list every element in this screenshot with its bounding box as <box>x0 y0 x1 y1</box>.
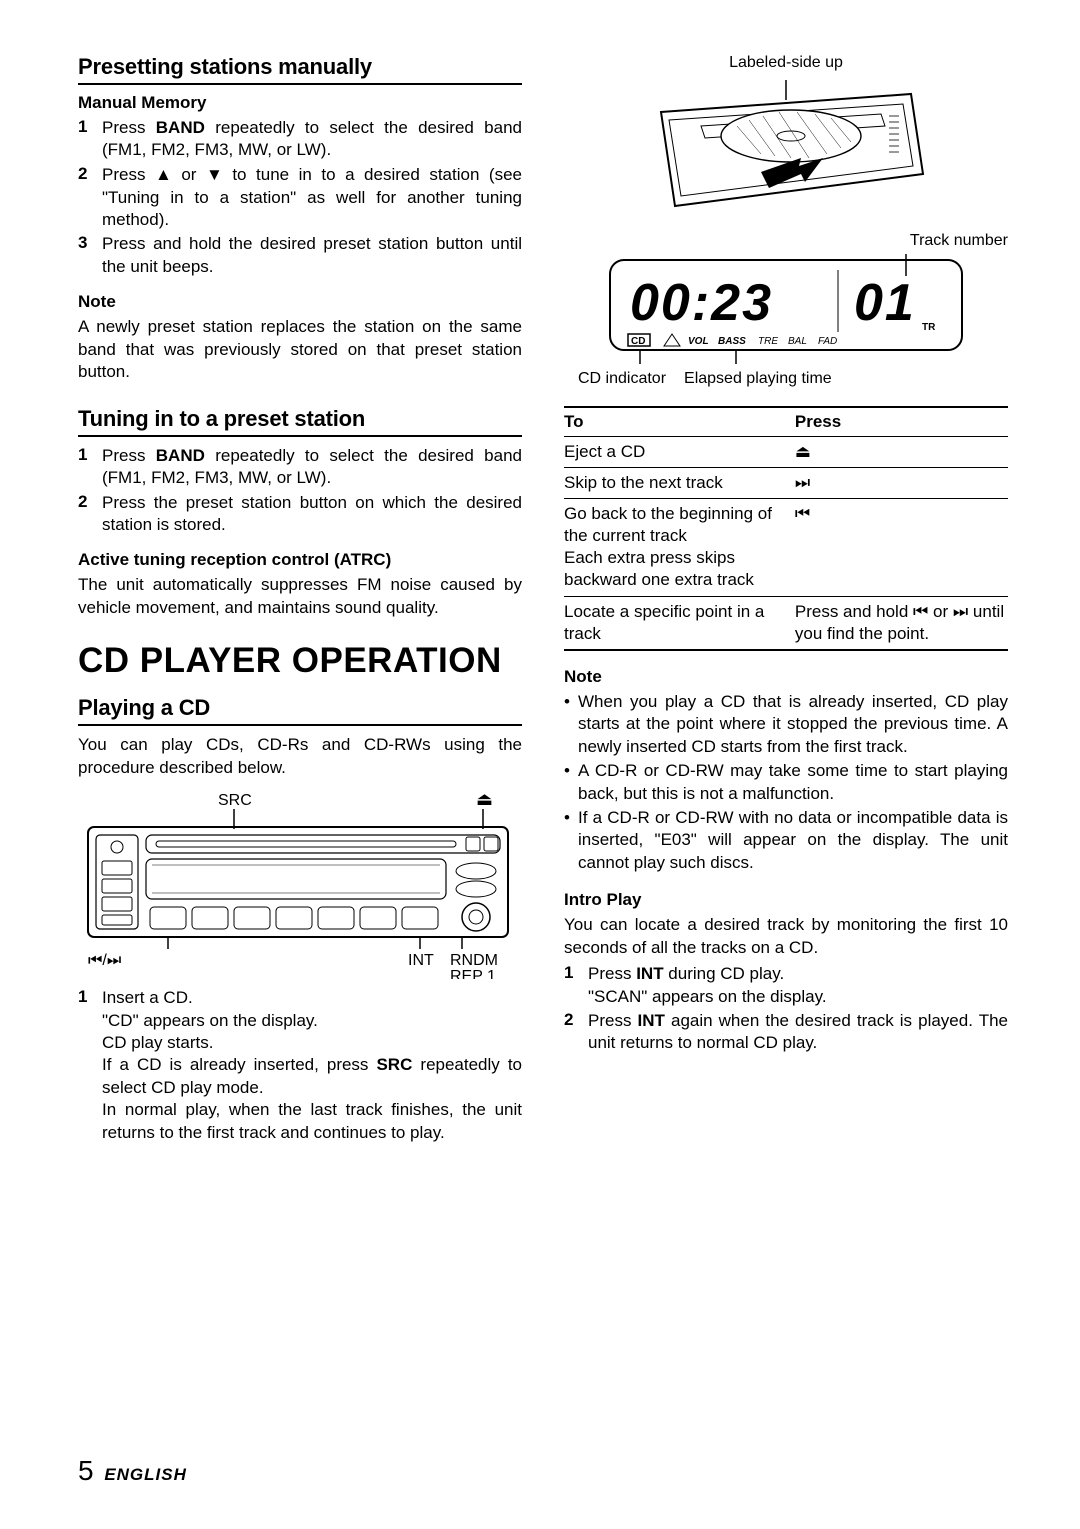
down-triangle-icon: ▼ <box>206 164 223 186</box>
row-skip: Skip to the next track <box>564 468 795 499</box>
th-press: Press <box>795 407 1008 437</box>
playing-intro: You can play CDs, CD-Rs and CD-RWs using… <box>78 734 522 779</box>
controls-table: To Press Eject a CD ⏏ Skip to the next t… <box>564 406 1008 651</box>
left-column: Presetting stations manually Manual Memo… <box>78 54 522 1158</box>
row-back: Go back to the beginning of the current … <box>564 499 795 596</box>
svg-text:CD: CD <box>631 336 645 347</box>
svg-text:TR: TR <box>922 322 936 333</box>
intro-play-steps: 1Press INT during CD play."SCAN" appears… <box>564 963 1008 1055</box>
intro-play-text: You can locate a desired track by monito… <box>564 914 1008 959</box>
eject-icon: ⏏ <box>476 789 493 809</box>
atrc-text: The unit automatically suppresses FM noi… <box>78 574 522 619</box>
row-locate: Locate a specific point in a track <box>564 596 795 650</box>
prev-icon: ⏮ <box>795 499 1008 596</box>
svg-text:FAD: FAD <box>818 336 837 347</box>
tuning-list: 1Press BAND repeatedly to select the des… <box>78 445 522 537</box>
labeled-side-up: Labeled-side up <box>564 54 1008 72</box>
atrc-label: Active tuning reception control (ATRC) <box>78 550 522 570</box>
manual-memory-label: Manual Memory <box>78 93 522 113</box>
lcd-display: 00:23 01 TR CD VOL BASS TRE BAL FAD <box>564 254 1008 364</box>
intro-play-label: Intro Play <box>564 890 1008 910</box>
manual-memory-list: 1Press BAND repeatedly to select the des… <box>78 117 522 278</box>
page-footer: 5 ENGLISH <box>78 1455 187 1487</box>
car-radio-diagram: SRC ⏏ <box>78 789 522 979</box>
prevnext-label: ⏮/⏭ <box>88 952 121 969</box>
src-label: SRC <box>218 792 252 809</box>
eject-icon: ⏏ <box>795 437 1008 468</box>
note-label-1: Note <box>78 292 522 312</box>
display-track: 01 <box>854 274 916 332</box>
next-icon: ⏭ <box>795 468 1008 499</box>
display-time: 00:23 <box>630 274 773 332</box>
elapsed-label: Elapsed playing time <box>684 370 832 388</box>
presetting-title: Presetting stations manually <box>78 54 522 85</box>
rndm-label: RNDM <box>450 952 498 969</box>
svg-text:BAL: BAL <box>788 336 807 347</box>
track-number-label: Track number <box>564 232 1008 250</box>
row-eject: Eject a CD <box>564 437 795 468</box>
playing-cd-title: Playing a CD <box>78 695 522 726</box>
int-label: INT <box>408 952 434 969</box>
svg-text:BASS: BASS <box>718 336 746 347</box>
row-locate-press: Press and hold ⏮ or ⏭ until you find the… <box>795 596 1008 650</box>
play-step1: Insert a CD. "CD" appears on the display… <box>102 987 522 1144</box>
note1-text: A newly preset station replaces the stat… <box>78 316 522 383</box>
play-steps: 1 Insert a CD. "CD" appears on the displ… <box>78 987 522 1144</box>
cd-notes: •When you play a CD that is already inse… <box>564 691 1008 875</box>
cd-slot-diagram <box>564 76 1008 216</box>
note-label-2: Note <box>564 667 1008 687</box>
tune-step2: Press the preset station button on which… <box>102 492 522 537</box>
svg-text:VOL: VOL <box>688 336 709 347</box>
up-triangle-icon: ▲ <box>155 164 172 186</box>
mm-step1: Press BAND repeatedly to select the desi… <box>102 117 522 162</box>
page-number: 5 <box>78 1455 94 1486</box>
mm-step3: Press and hold the desired preset statio… <box>102 233 522 278</box>
svg-text:TRE: TRE <box>758 336 778 347</box>
tuning-title: Tuning in to a preset station <box>78 406 522 437</box>
tune-step1: Press BAND repeatedly to select the desi… <box>102 445 522 490</box>
cd-player-heading: CD PLAYER OPERATION <box>78 641 522 681</box>
mm-step2: Press ▲ or ▼ to tune in to a desired sta… <box>102 164 522 232</box>
th-to: To <box>564 407 795 437</box>
page-language: ENGLISH <box>104 1465 187 1484</box>
right-column: Labeled-side up <box>564 54 1008 1158</box>
cd-indicator-label: CD indicator <box>578 370 666 388</box>
rep-label: REP 1 <box>450 968 496 979</box>
